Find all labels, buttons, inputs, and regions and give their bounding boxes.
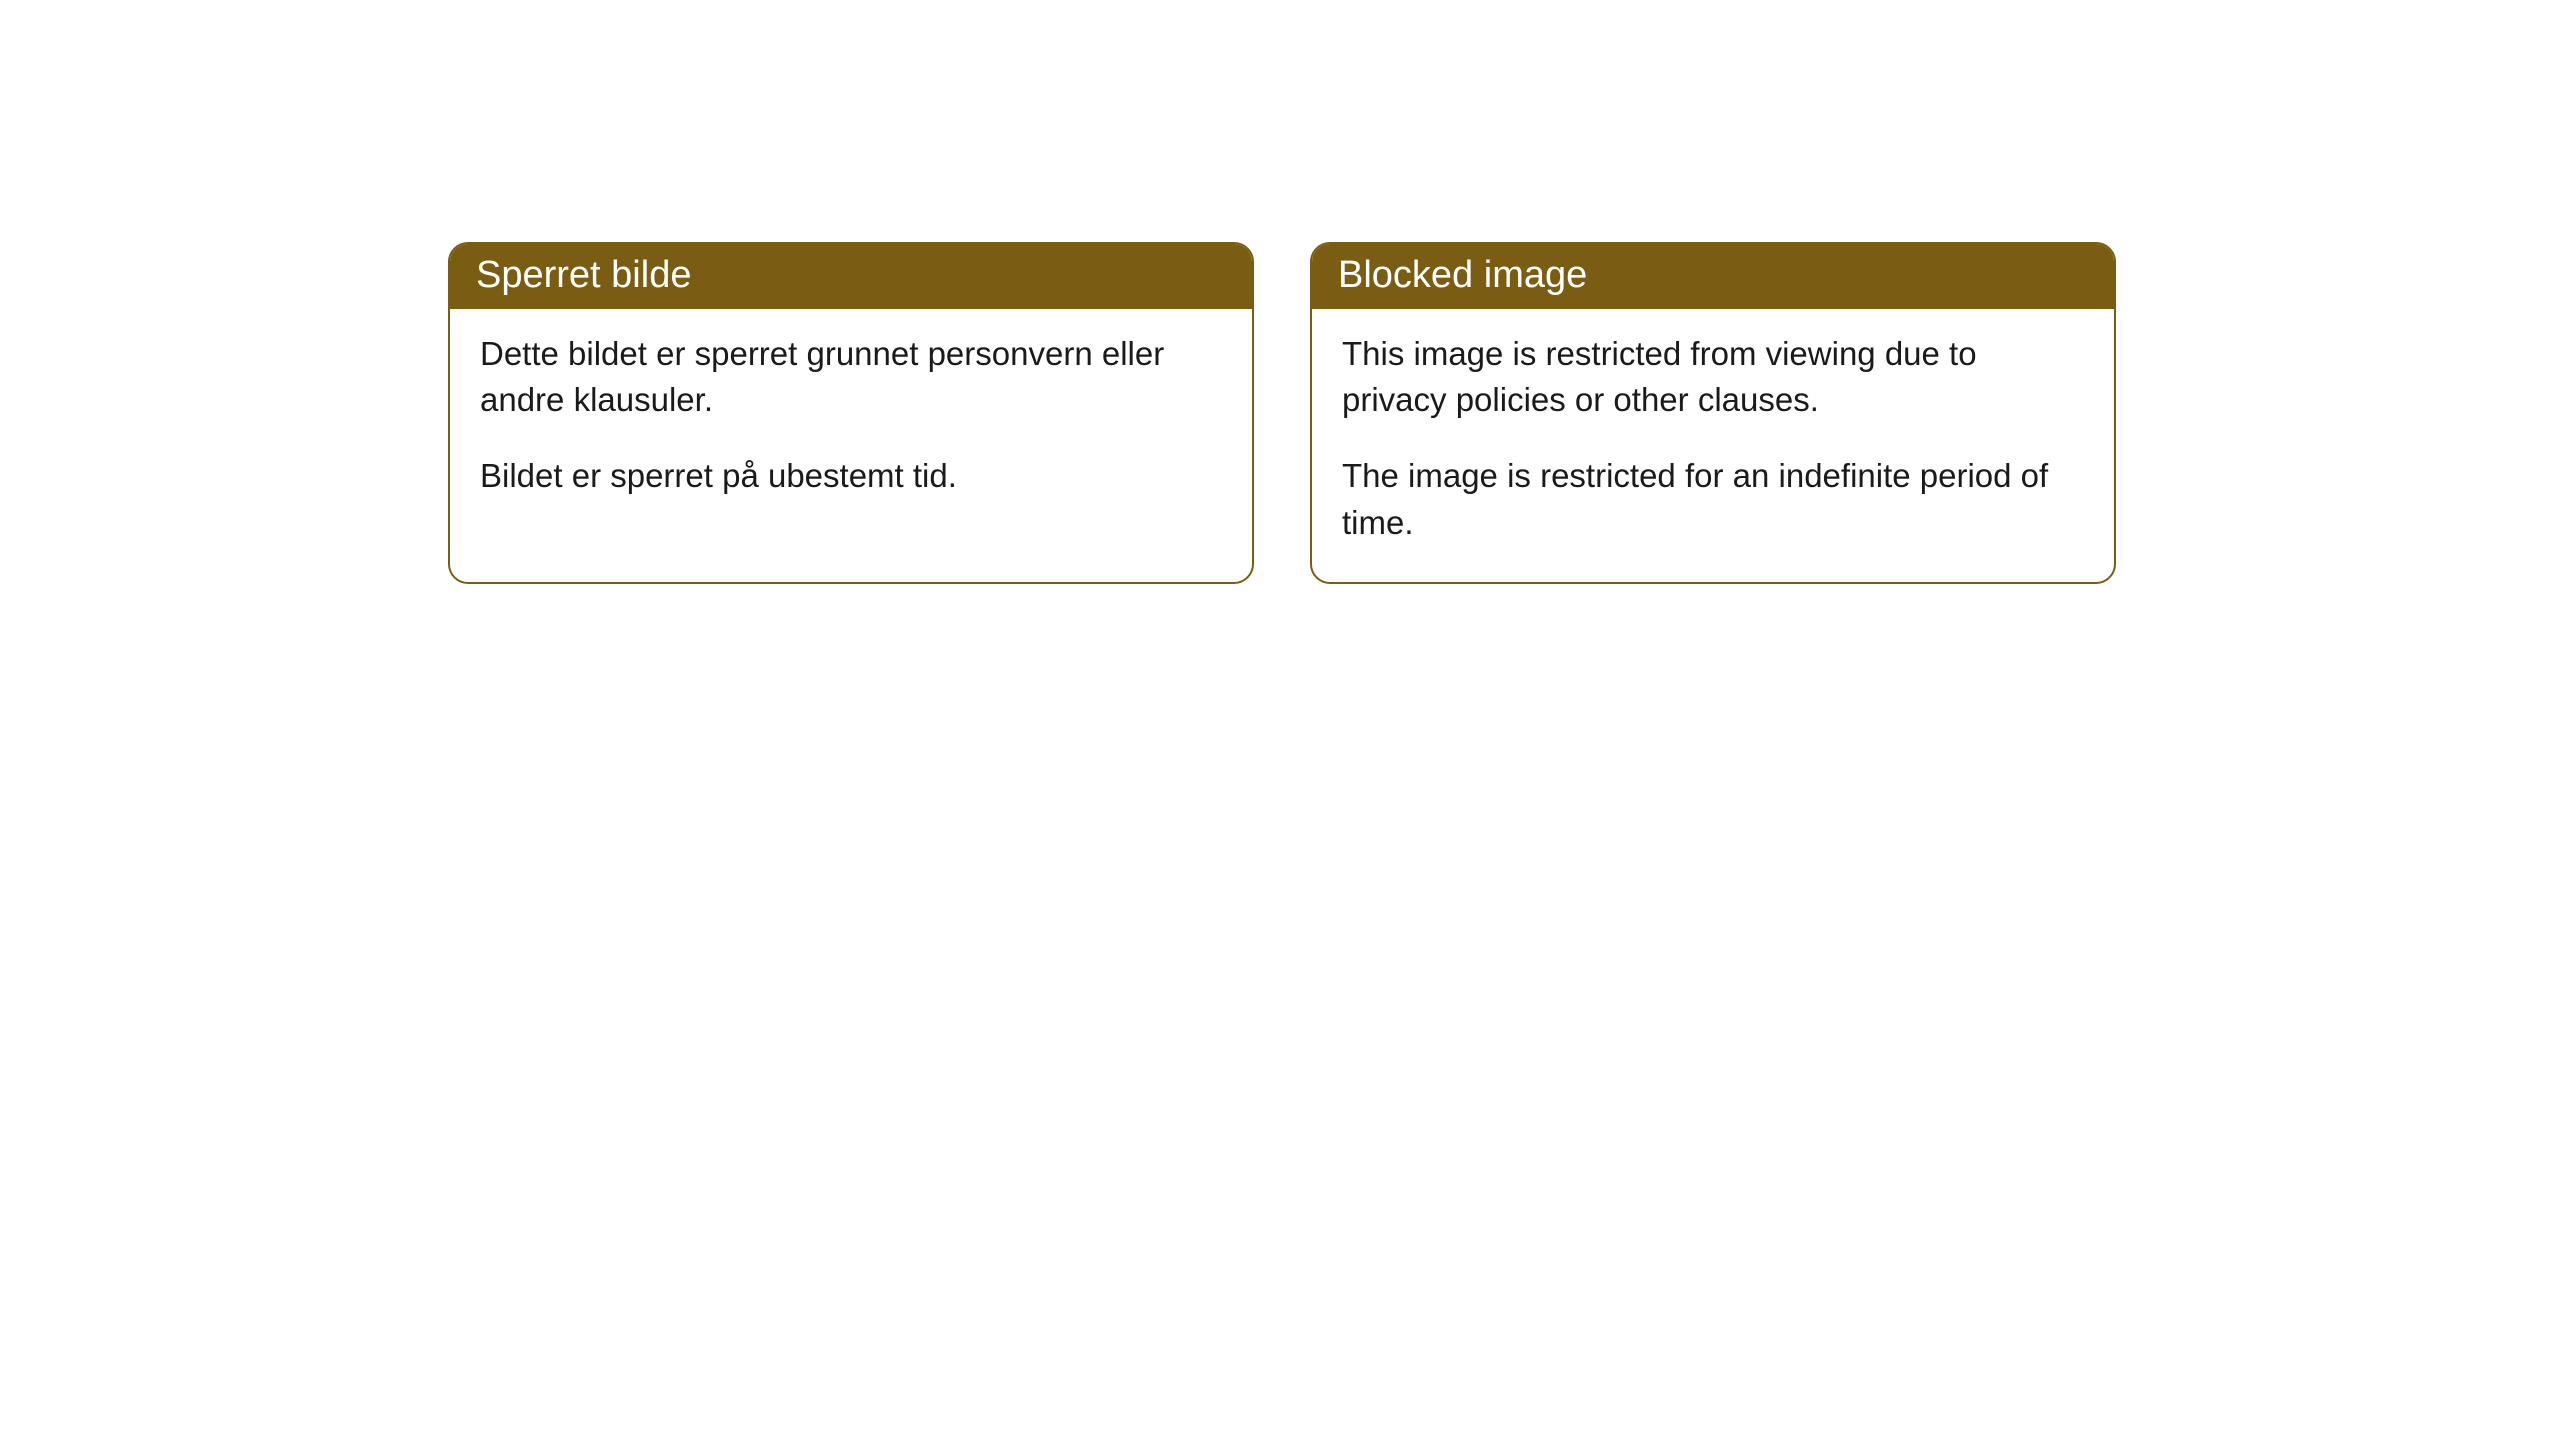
notice-card-norwegian: Sperret bilde Dette bildet er sperret gr…	[448, 242, 1254, 584]
notice-paragraph: The image is restricted for an indefinit…	[1342, 453, 2084, 545]
notice-header-english: Blocked image	[1312, 244, 2114, 309]
notice-card-english: Blocked image This image is restricted f…	[1310, 242, 2116, 584]
notice-container: Sperret bilde Dette bildet er sperret gr…	[0, 0, 2560, 584]
notice-paragraph: This image is restricted from viewing du…	[1342, 331, 2084, 423]
notice-body-english: This image is restricted from viewing du…	[1312, 309, 2114, 582]
notice-paragraph: Bildet er sperret på ubestemt tid.	[480, 453, 1222, 499]
notice-body-norwegian: Dette bildet er sperret grunnet personve…	[450, 309, 1252, 536]
notice-paragraph: Dette bildet er sperret grunnet personve…	[480, 331, 1222, 423]
notice-header-norwegian: Sperret bilde	[450, 244, 1252, 309]
